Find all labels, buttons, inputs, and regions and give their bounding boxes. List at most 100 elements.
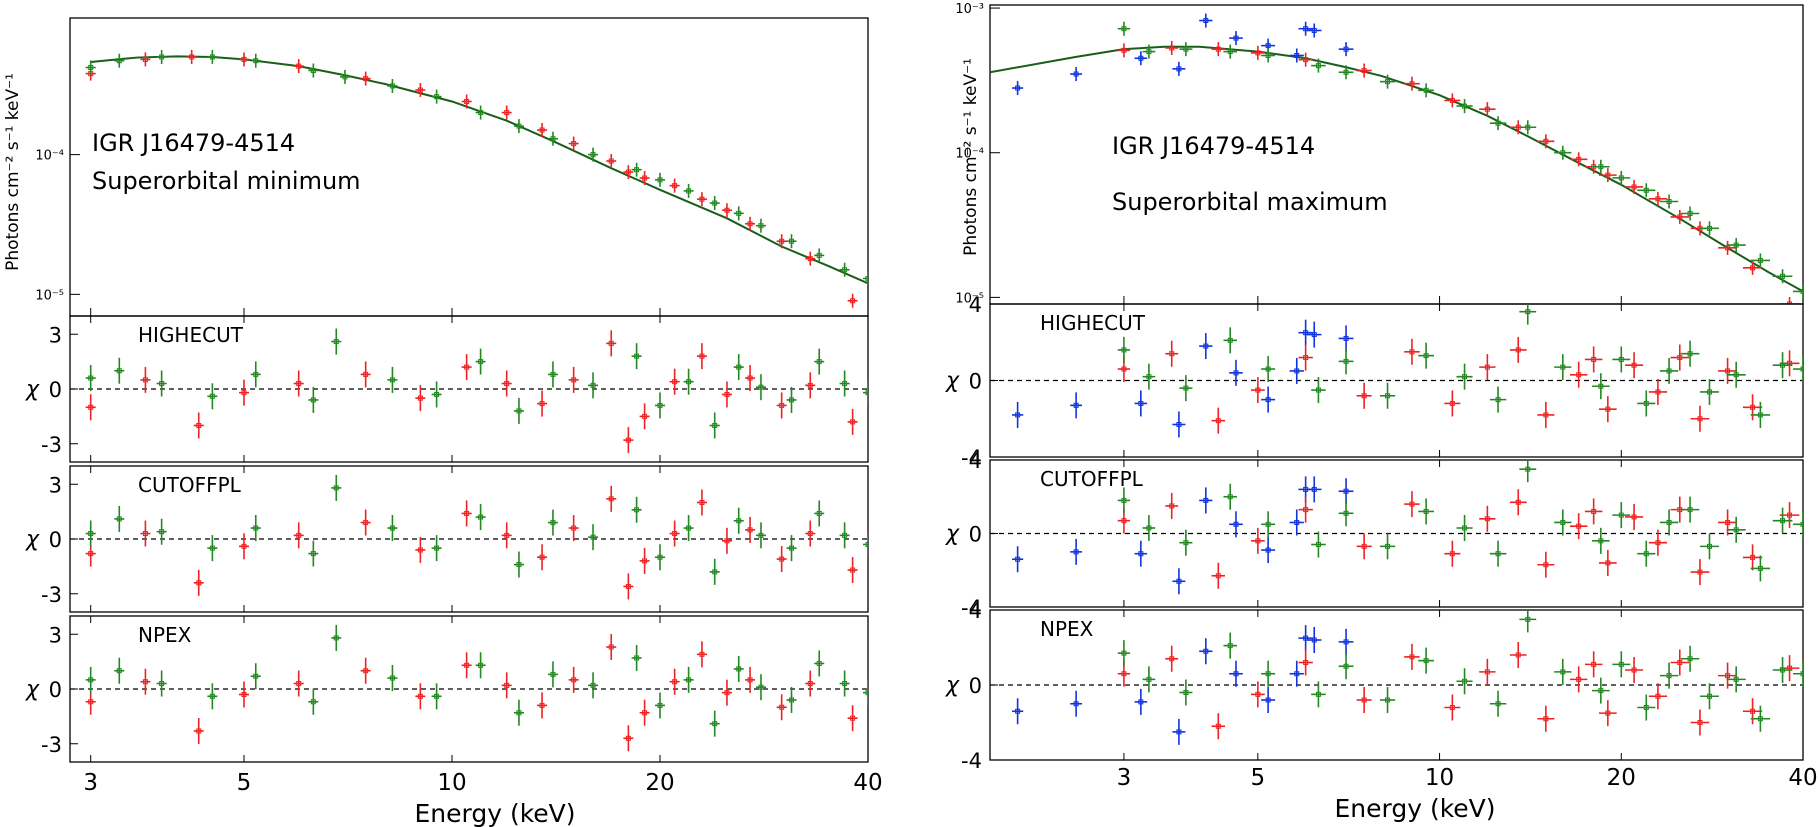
residual-data	[1012, 460, 1803, 595]
blue-data-point	[1289, 48, 1304, 63]
red-residual-point	[1356, 687, 1372, 713]
model-label: HIGHECUT	[1040, 311, 1146, 335]
red-residual-point	[1537, 401, 1555, 428]
red-residual-point	[1690, 709, 1710, 736]
green-data-point	[1592, 159, 1610, 174]
blue-data-point	[1338, 42, 1354, 57]
green-data-point	[1726, 238, 1746, 253]
red-residual-point	[639, 547, 650, 574]
green-residual-point	[331, 328, 342, 355]
green-residual-point	[1612, 346, 1631, 373]
red-residual-point	[360, 657, 371, 684]
green-residual-point	[1456, 668, 1473, 695]
green-residual-point	[1793, 511, 1803, 538]
y-tick-label: 10⁻⁴	[955, 147, 984, 162]
red-residual-point	[1584, 346, 1603, 373]
chi-axis-label: χ	[945, 369, 960, 394]
green-residual-point	[683, 368, 694, 395]
red-residual-point	[1444, 694, 1461, 721]
green-residual-point	[1612, 502, 1631, 529]
green-residual-point	[1489, 540, 1507, 567]
spectrum-data	[990, 13, 1803, 304]
blue-residual-point	[1298, 625, 1313, 652]
blue-residual-point	[1199, 487, 1213, 514]
green-residual-point	[1772, 352, 1793, 379]
green-residual-point	[513, 551, 524, 578]
green-residual-point	[331, 474, 342, 501]
red-data-point	[745, 216, 756, 231]
green-data-point	[733, 206, 744, 221]
red-residual-point	[1598, 549, 1617, 576]
figure-superorbital-maximum: IGR J16479-4514 Superorbital maximum Pho…	[945, 2, 1818, 823]
blue-residual-point	[1307, 627, 1322, 653]
red-residual-point	[415, 683, 426, 710]
green-residual-point	[250, 663, 261, 690]
red-residual-point	[293, 522, 304, 549]
red-residual-point	[85, 394, 96, 421]
y-tick-label: -4	[961, 596, 982, 620]
red-residual-point	[537, 390, 548, 417]
residual-data	[85, 474, 868, 600]
state-label: Superorbital minimum	[92, 167, 361, 195]
blue-residual-point	[1261, 386, 1276, 413]
red-residual-point	[1479, 505, 1496, 532]
green-residual-point	[1772, 657, 1793, 683]
red-residual-point	[293, 670, 304, 697]
red-residual-point	[1648, 529, 1668, 556]
red-residual-point	[669, 368, 680, 395]
red-residual-point	[1537, 551, 1555, 578]
y-tick-label: -3	[41, 433, 62, 457]
blue-residual-point	[1229, 660, 1243, 687]
green-data-point	[250, 53, 261, 68]
green-data-point	[1793, 284, 1803, 299]
green-residual-point	[814, 348, 825, 375]
green-residual-point	[1680, 340, 1700, 367]
red-residual-point	[461, 500, 472, 527]
red-residual-point	[669, 668, 680, 695]
green-data-point	[308, 63, 319, 78]
green-residual-point	[839, 670, 850, 697]
red-residual-point	[1356, 382, 1372, 409]
source-label: IGR J16479-4514	[92, 129, 295, 157]
red-data-point	[140, 52, 151, 67]
green-data-point	[1142, 44, 1156, 59]
red-residual-point	[1250, 527, 1265, 554]
blue-residual-point	[1012, 698, 1024, 725]
green-residual-point	[863, 379, 868, 406]
green-residual-point	[1700, 683, 1719, 710]
red-residual-point	[1670, 649, 1690, 676]
green-residual-point	[475, 504, 486, 531]
red-residual-point	[696, 641, 707, 668]
green-data-point	[1554, 145, 1572, 160]
spectrum-data	[85, 49, 868, 308]
red-residual-point	[501, 672, 512, 699]
red-data-point	[1598, 168, 1617, 183]
green-data-point	[207, 49, 218, 64]
blue-residual-point	[1229, 359, 1243, 386]
green-residual-point	[1612, 651, 1631, 678]
green-residual-point	[475, 348, 486, 375]
green-residual-point	[1261, 511, 1276, 538]
green-residual-point	[1750, 401, 1771, 428]
green-residual-point	[755, 674, 766, 701]
red-data-point	[1670, 209, 1690, 224]
red-residual-point	[1165, 492, 1179, 519]
red-residual-point	[1479, 354, 1496, 381]
red-data-point	[721, 203, 732, 218]
green-residual-point	[156, 670, 167, 697]
red-data-point	[1648, 191, 1668, 206]
green-residual-point	[1142, 514, 1156, 541]
blue-residual-point	[1070, 538, 1083, 565]
green-residual-point	[1179, 375, 1193, 402]
red-data-point	[238, 52, 249, 67]
y-tick-label: -4	[961, 749, 982, 773]
red-residual-point	[1742, 544, 1763, 571]
red-residual-point	[1625, 503, 1644, 530]
blue-residual-point	[1289, 509, 1304, 536]
red-residual-point	[805, 520, 816, 547]
green-residual-point	[1700, 378, 1719, 405]
red-data-point	[639, 171, 650, 186]
green-residual-point	[654, 392, 665, 419]
green-residual-point	[308, 386, 319, 413]
green-residual-point	[513, 397, 524, 424]
